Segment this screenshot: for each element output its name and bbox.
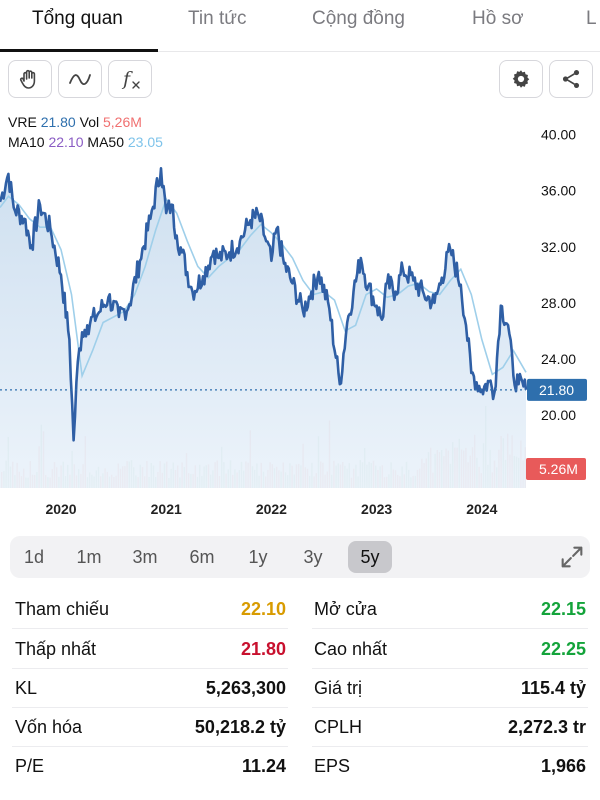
y-tick-label: 24.00 xyxy=(541,351,576,367)
trend-line-icon xyxy=(69,74,91,86)
legend-price: 21.80 xyxy=(40,114,76,130)
range-1y[interactable]: 1y xyxy=(248,546,268,567)
stat-label: P/E xyxy=(15,756,45,776)
stat-row: Thấp nhất 21.80 xyxy=(12,629,288,669)
tab-more[interactable]: L xyxy=(586,8,597,29)
stat-label: CPLH xyxy=(314,717,363,737)
x-tick-label: 2024 xyxy=(466,501,497,517)
gear-icon xyxy=(512,70,530,88)
stat-row: CPLH 2,272.3 tr xyxy=(312,707,588,747)
tab-profile[interactable]: Hồ sơ xyxy=(472,8,524,29)
current-price-label: 21.80 xyxy=(539,382,574,398)
stat-value: 21.80 xyxy=(240,639,286,659)
x-tick-label: 2023 xyxy=(361,501,392,517)
tab-community[interactable]: Cộng đồng xyxy=(312,8,405,29)
legend-row-2: MA10 22.10 MA50 23.05 xyxy=(8,134,163,150)
legend-symbol: VRE xyxy=(8,114,37,130)
active-tab-indicator xyxy=(0,49,158,52)
y-tick-label: 20.00 xyxy=(541,407,576,423)
expand-icon[interactable] xyxy=(558,543,586,571)
price-line xyxy=(0,167,528,442)
share-icon xyxy=(562,70,580,88)
legend-ma10: 22.10 xyxy=(48,134,84,150)
current-volume-label: 5.26M xyxy=(539,461,578,477)
range-selector: 1d 1m 3m 6m 1y 3y 5y xyxy=(10,536,590,578)
legend-ma50: 23.05 xyxy=(127,134,163,150)
stat-row: Tham chiếu 22.10 xyxy=(12,589,288,629)
function-button[interactable]: f xyxy=(108,60,152,98)
hand-draw-icon xyxy=(19,69,36,89)
y-tick-label: 40.00 xyxy=(541,127,576,143)
stat-row: EPS 1,966 xyxy=(312,746,588,786)
stat-value: 50,218.2 tỷ xyxy=(194,717,286,737)
stat-label: Giá trị xyxy=(314,678,363,698)
x-tick-label: 2021 xyxy=(151,501,182,517)
tab-news[interactable]: Tin tức xyxy=(188,8,247,29)
range-3y[interactable]: 3y xyxy=(303,546,323,567)
legend-vol: 5,26M xyxy=(102,114,142,130)
legend-vol-label: Vol xyxy=(79,114,100,130)
stat-row: Vốn hóa 50,218.2 tỷ xyxy=(12,707,288,747)
stat-label: Mở cửa xyxy=(314,599,377,619)
stat-label: Vốn hóa xyxy=(15,717,83,737)
price-area xyxy=(0,168,526,489)
trend-line-button[interactable] xyxy=(58,60,102,98)
stat-row: Giá trị 115.4 tỷ xyxy=(312,668,588,708)
fx-glyph: f xyxy=(121,68,133,90)
hand-draw-button[interactable] xyxy=(8,60,52,98)
tab-bar: Tổng quan Tin tức Cộng đồng Hồ sơ L xyxy=(0,0,600,52)
range-1m[interactable]: 1m xyxy=(76,546,102,567)
range-5y[interactable]: 5y xyxy=(348,541,392,573)
stat-value: 5,263,300 xyxy=(205,678,286,698)
function-fx-icon: f xyxy=(121,68,140,90)
legend-ma50-label: MA50 xyxy=(87,134,124,150)
current-price-badge: 21.80 xyxy=(527,378,587,401)
legend-row-1: VRE 21.80 Vol 5,26M xyxy=(8,114,142,130)
stat-value: 22.15 xyxy=(540,599,586,619)
stat-label: EPS xyxy=(314,756,351,776)
stat-label: Tham chiếu xyxy=(15,599,110,619)
range-1d[interactable]: 1d xyxy=(23,546,45,567)
current-volume-badge: 5.26M xyxy=(526,458,586,480)
range-6m[interactable]: 6m xyxy=(189,546,215,567)
share-button[interactable] xyxy=(549,60,593,98)
stat-value: 11.24 xyxy=(241,756,286,776)
tab-overview[interactable]: Tổng quan xyxy=(32,8,123,29)
y-tick-label: 28.00 xyxy=(541,295,576,311)
x-tick-label: 2022 xyxy=(256,501,287,517)
stat-value: 1,966 xyxy=(540,756,586,776)
stat-row: KL 5,263,300 xyxy=(12,668,288,708)
x-tick-label: 2020 xyxy=(45,501,76,517)
stat-label: KL xyxy=(15,678,38,698)
y-tick-label: 36.00 xyxy=(541,183,576,199)
stat-value: 2,272.3 tr xyxy=(507,717,586,737)
settings-button[interactable] xyxy=(499,60,543,98)
range-3m[interactable]: 3m xyxy=(132,546,158,567)
y-tick-label: 32.00 xyxy=(541,239,576,255)
stat-value: 22.25 xyxy=(540,639,586,659)
stat-row: P/E 11.24 xyxy=(12,746,288,786)
stat-label: Cao nhất xyxy=(314,639,388,659)
stat-value: 115.4 tỷ xyxy=(520,678,586,698)
stat-label: Thấp nhất xyxy=(15,639,97,659)
legend-ma10-label: MA10 xyxy=(8,134,45,150)
stat-value: 22.10 xyxy=(240,599,286,619)
stat-row: Cao nhất 22.25 xyxy=(312,629,588,669)
stat-row: Mở cửa 22.15 xyxy=(312,589,588,629)
